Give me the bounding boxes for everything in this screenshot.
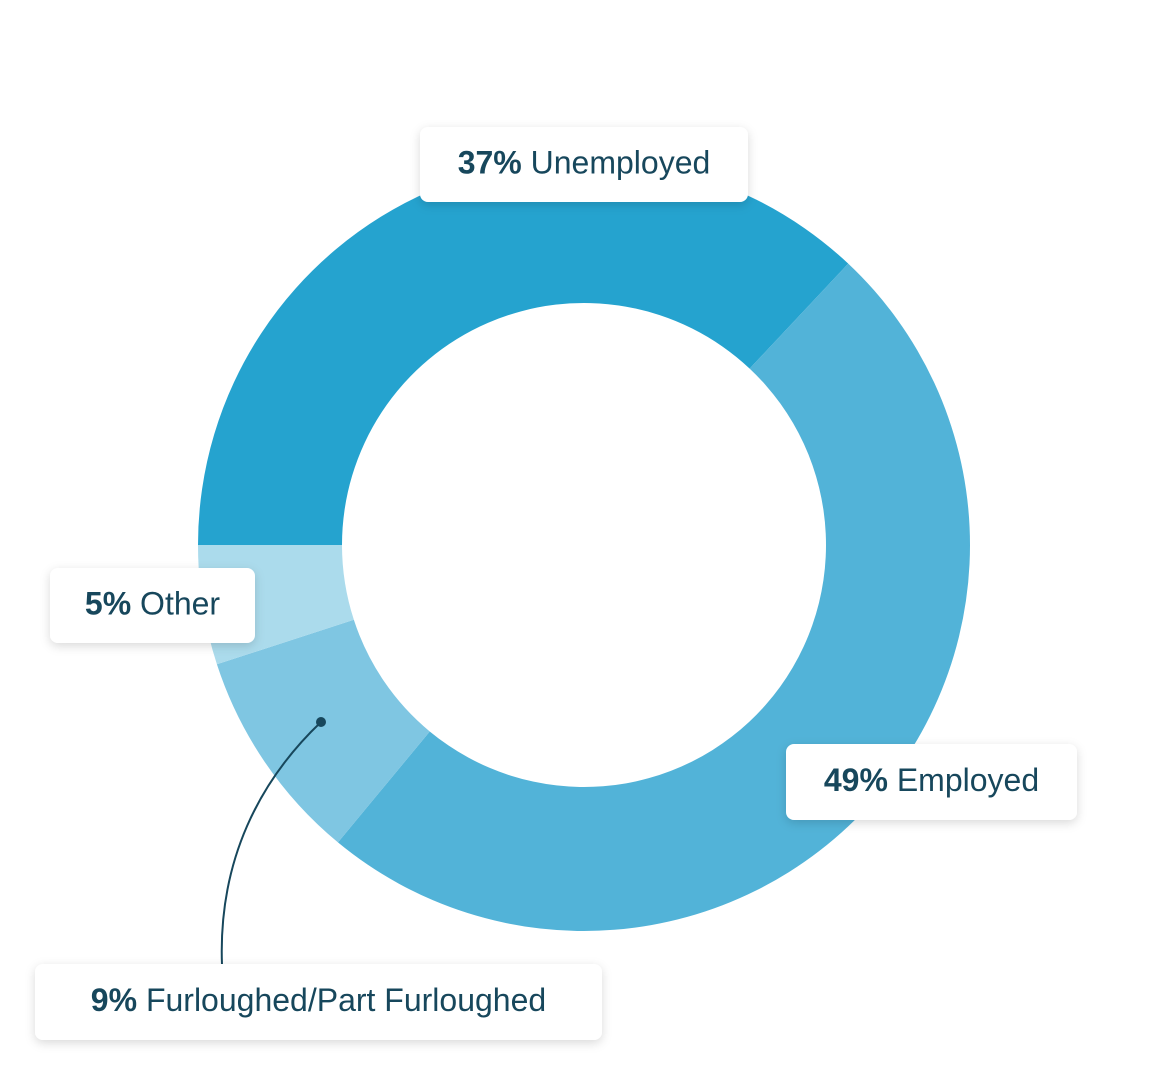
donut-slice [198, 158, 849, 546]
label-box [50, 568, 255, 643]
data-label: 5% Other [85, 586, 221, 622]
label-box [420, 127, 748, 202]
value-label: 49% [824, 762, 888, 798]
label-box [35, 964, 602, 1040]
labels: 37% Unemployed 49% Employed 9% Furloughed/… [35, 127, 1077, 1040]
donut-slice [216, 619, 430, 843]
category-label: Other [140, 586, 220, 622]
donut-slice [337, 263, 971, 932]
value-label: 9% [91, 982, 137, 1018]
data-label: 49% Employed [824, 762, 1039, 798]
category-label: Employed [897, 762, 1039, 798]
label-box [786, 744, 1077, 820]
leader-line [220, 721, 322, 966]
data-label: 37% Unemployed [458, 145, 711, 181]
data-label: 9% Furloughed/Part Furloughed [91, 982, 546, 1018]
value-label: 5% [85, 586, 131, 622]
leader-dot [316, 717, 326, 727]
category-label: Furloughed/Part Furloughed [146, 982, 546, 1018]
value-label: 37% [458, 145, 522, 181]
category-label: Unemployed [531, 145, 711, 181]
